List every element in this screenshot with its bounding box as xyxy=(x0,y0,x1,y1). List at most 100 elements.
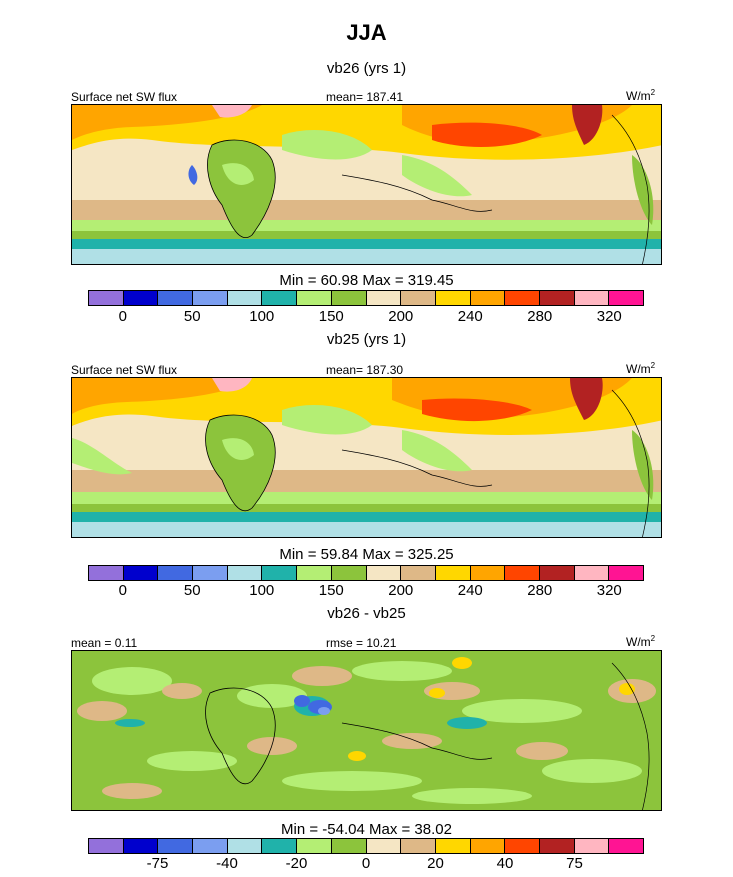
panel2-variable: Surface net SW flux xyxy=(71,363,178,377)
colorbar-box xyxy=(158,566,194,580)
colorbar-box xyxy=(158,839,194,853)
colorbar-box xyxy=(539,291,575,305)
colorbar-tick-label: -20 xyxy=(285,855,308,872)
colorbar-tick-label: 320 xyxy=(596,582,622,599)
panel1-map-svg xyxy=(72,105,661,264)
panel2-mean: mean= 187.30 xyxy=(326,363,404,377)
colorbar-tick-label: 75 xyxy=(566,855,583,872)
colorbar-box xyxy=(193,566,228,580)
colorbar-box xyxy=(297,566,332,580)
panel3-units-exp: 2 xyxy=(650,634,656,643)
colorbar-box xyxy=(158,291,194,305)
colorbar-box xyxy=(609,291,643,305)
colorbar-box xyxy=(227,839,263,853)
colorbar-tick-label: 0 xyxy=(118,582,127,599)
colorbar-box xyxy=(262,566,298,580)
colorbar-tick-label: 0 xyxy=(361,855,371,872)
panel1-minmax: Min = 60.98 Max = 319.45 xyxy=(279,272,454,289)
season-title: JJA xyxy=(346,20,387,45)
colorbar-tick-label: -75 xyxy=(146,855,169,872)
colorbar-tick-label: 320 xyxy=(596,308,622,325)
colorbar-box xyxy=(505,291,540,305)
colorbar-box xyxy=(366,839,402,853)
colorbar-tick-label: 200 xyxy=(388,582,414,599)
colorbar-box xyxy=(435,839,471,853)
panel3-colorbar-labels: -75 -40 -20 0 20 40 75 xyxy=(0,855,733,877)
colorbar-box xyxy=(401,291,436,305)
panel2-title: vb25 (yrs 1) xyxy=(326,331,407,348)
panel2-units-text: W/m xyxy=(626,362,651,376)
colorbar-tick-label: 280 xyxy=(527,308,553,325)
colorbar-box xyxy=(262,291,298,305)
colorbar-tick-label: 100 xyxy=(249,582,275,599)
panel3-colorbar xyxy=(88,838,644,854)
colorbar-tick-label: 150 xyxy=(318,308,344,325)
colorbar-box xyxy=(539,839,575,853)
panel3-rmse: rmse = 10.21 xyxy=(326,636,397,650)
colorbar-box xyxy=(193,291,228,305)
panel3-units: W/m2 xyxy=(626,634,655,649)
panel3-mean: mean = 0.11 xyxy=(71,636,138,650)
colorbar-box xyxy=(331,566,367,580)
panel1-title: vb26 (yrs 1) xyxy=(326,60,407,77)
colorbar-box xyxy=(297,839,332,853)
colorbar-box xyxy=(470,839,506,853)
panel2-minmax: Min = 59.84 Max = 325.25 xyxy=(279,546,454,563)
colorbar-box xyxy=(574,839,610,853)
panel1-mean: mean= 187.41 xyxy=(326,90,404,104)
colorbar-box xyxy=(193,839,228,853)
panel1-units-exp: 2 xyxy=(650,88,656,97)
panel3-units-text: W/m xyxy=(626,635,651,649)
colorbar-box xyxy=(470,566,506,580)
panel3-map-svg xyxy=(72,651,661,810)
colorbar-tick-label: 150 xyxy=(318,582,344,599)
colorbar-box xyxy=(609,566,643,580)
colorbar-tick-label: 200 xyxy=(388,308,414,325)
panel2-map-svg xyxy=(72,378,661,537)
colorbar-box xyxy=(609,839,643,853)
colorbar-box xyxy=(123,839,159,853)
colorbar-box xyxy=(470,291,506,305)
panel1-colorbar xyxy=(88,290,644,306)
panel2-units: W/m2 xyxy=(626,361,655,376)
colorbar-tick-label: 240 xyxy=(457,582,483,599)
colorbar-box xyxy=(505,839,540,853)
colorbar-box xyxy=(227,291,263,305)
colorbar-box xyxy=(435,566,471,580)
colorbar-box xyxy=(123,291,159,305)
colorbar-box xyxy=(366,566,402,580)
colorbar-box xyxy=(89,566,124,580)
colorbar-box xyxy=(331,839,367,853)
colorbar-box xyxy=(539,566,575,580)
colorbar-tick-label: 100 xyxy=(249,308,275,325)
panel2-units-exp: 2 xyxy=(650,361,656,370)
panel2-colorbar-labels: 0 50 100 150 200 240 280 320 xyxy=(0,582,733,604)
colorbar-box xyxy=(574,566,610,580)
colorbar-box xyxy=(401,566,436,580)
panel1-variable: Surface net SW flux xyxy=(71,90,178,104)
colorbar-box xyxy=(505,566,540,580)
colorbar-box xyxy=(297,291,332,305)
colorbar-box xyxy=(89,291,124,305)
panel1-colorbar-labels: 0 50 100 150 200 240 280 320 xyxy=(0,308,733,330)
colorbar-tick-label: 0 xyxy=(118,308,127,325)
panel2-colorbar xyxy=(88,565,644,581)
colorbar-tick-label: 240 xyxy=(457,308,483,325)
colorbar-tick-label: 50 xyxy=(183,582,201,599)
colorbar-box xyxy=(574,291,610,305)
colorbar-tick-label: -40 xyxy=(216,855,238,872)
colorbar-box xyxy=(123,566,159,580)
panel3-title: vb26 - vb25 xyxy=(327,605,406,622)
panel1-map xyxy=(71,104,662,265)
colorbar-box xyxy=(366,291,402,305)
colorbar-box xyxy=(331,291,367,305)
panel2-map xyxy=(71,377,662,538)
panel3-map xyxy=(71,650,662,811)
colorbar-tick-label: 40 xyxy=(496,855,514,872)
panel1-units: W/m2 xyxy=(626,88,655,103)
colorbar-box xyxy=(227,566,263,580)
colorbar-tick-label: 280 xyxy=(527,582,553,599)
colorbar-box xyxy=(435,291,471,305)
colorbar-box xyxy=(89,839,124,853)
panel1-units-text: W/m xyxy=(626,89,651,103)
